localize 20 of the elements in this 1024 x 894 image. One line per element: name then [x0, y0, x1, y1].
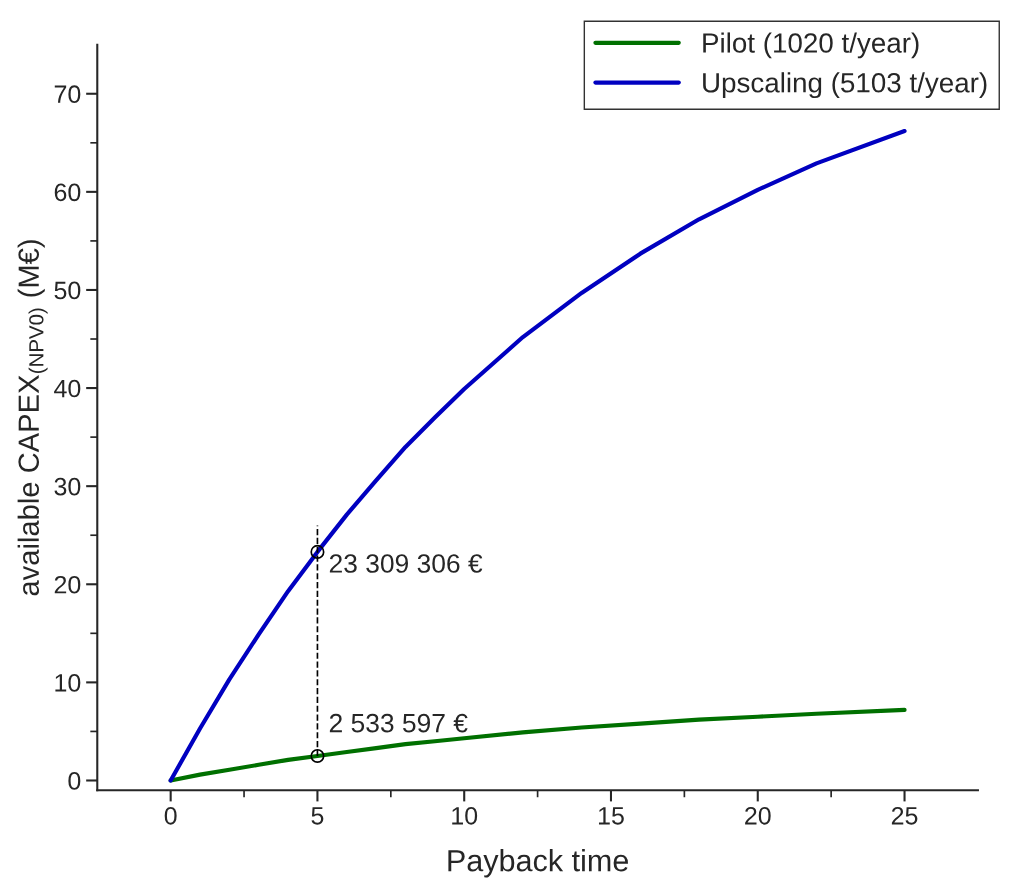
y-tick-label: 10	[55, 673, 81, 692]
y-axis-title: available CAPEX$_{(NPV0)}$ (M€)	[17, 240, 48, 596]
legend-label: Upscaling (5103 t/year)	[703, 72, 987, 99]
y-tick-label: 0	[68, 772, 81, 790]
y-tick-label: 40	[54, 379, 81, 398]
y-tick-label: 20	[54, 575, 81, 594]
y-tick-label: 30	[54, 477, 81, 496]
x-tick-label: 0	[164, 806, 177, 825]
annotation: 23 309 306 €	[329, 554, 483, 573]
y-tick-label: 70	[54, 85, 81, 104]
x-tick-label: 10	[452, 806, 478, 825]
x-tick-label: 5	[311, 807, 324, 825]
annotation: 2 533 597 €	[329, 713, 468, 733]
x-axis-title: Payback time	[448, 849, 628, 878]
y-tick-label: 60	[54, 183, 81, 202]
y-tick-label: 50	[54, 281, 81, 300]
x-tick-label: 20	[745, 806, 771, 825]
x-tick-label: 25	[891, 806, 918, 825]
legend-label: Pilot (1020 t/year)	[703, 32, 919, 59]
x-tick-label: 15	[598, 807, 624, 825]
